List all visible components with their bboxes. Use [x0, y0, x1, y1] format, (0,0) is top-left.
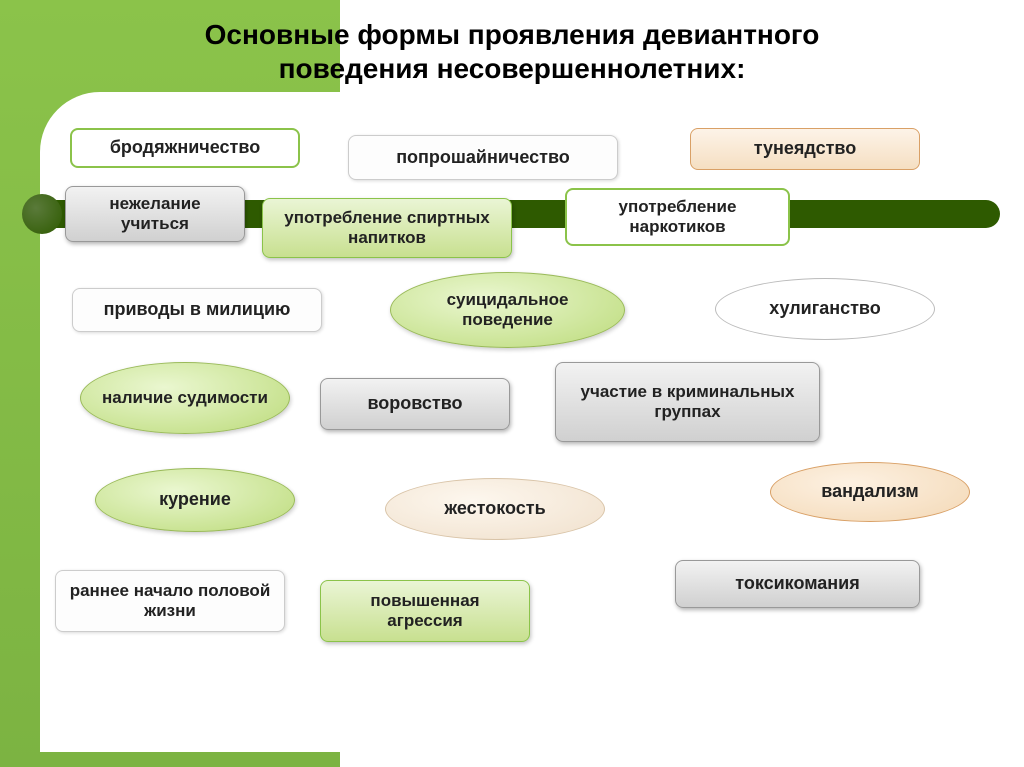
node-n16: раннее начало половой жизни — [55, 570, 285, 632]
node-label: употребление наркотиков — [577, 197, 778, 238]
node-label: воровство — [367, 393, 462, 415]
node-label: суицидальное поведение — [401, 290, 614, 331]
node-label: повышенная агрессия — [331, 591, 519, 632]
node-label: употребление спиртных напитков — [273, 208, 501, 249]
node-label: раннее начало половой жизни — [66, 581, 274, 622]
node-label: приводы в милицию — [104, 299, 291, 321]
node-n7: приводы в милицию — [72, 288, 322, 332]
node-n9: хулиганство — [715, 278, 935, 340]
node-label: наличие судимости — [102, 388, 268, 408]
node-n12: участие в криминальных группах — [555, 362, 820, 442]
node-label: попрошайничество — [396, 147, 570, 169]
node-n17: повышенная агрессия — [320, 580, 530, 642]
node-label: жестокость — [444, 498, 545, 520]
node-label: нежелание учиться — [76, 194, 234, 235]
node-n18: токсикомания — [675, 560, 920, 608]
node-n13: курение — [95, 468, 295, 532]
title-line-1: Основные формы проявления девиантного — [205, 19, 820, 50]
node-n11: воровство — [320, 378, 510, 430]
node-n8: суицидальное поведение — [390, 272, 625, 348]
node-label: курение — [159, 489, 231, 511]
node-label: тунеядство — [754, 138, 857, 160]
node-label: токсикомания — [735, 573, 859, 595]
node-n3: тунеядство — [690, 128, 920, 170]
title-line-2: поведения несовершеннолетних: — [279, 53, 746, 84]
node-label: вандализм — [821, 481, 918, 503]
band-knob — [22, 194, 62, 234]
node-n10: наличие судимости — [80, 362, 290, 434]
node-n1: бродяжничество — [70, 128, 300, 168]
node-label: участие в криминальных группах — [566, 382, 809, 423]
node-n2: попрошайничество — [348, 135, 618, 180]
node-n15: вандализм — [770, 462, 970, 522]
node-n4: нежелание учиться — [65, 186, 245, 242]
node-label: хулиганство — [769, 298, 881, 320]
node-n14: жестокость — [385, 478, 605, 540]
page-title: Основные формы проявления девиантного по… — [0, 18, 1024, 85]
node-n6: употребление наркотиков — [565, 188, 790, 246]
node-n5: употребление спиртных напитков — [262, 198, 512, 258]
node-label: бродяжничество — [110, 137, 260, 159]
